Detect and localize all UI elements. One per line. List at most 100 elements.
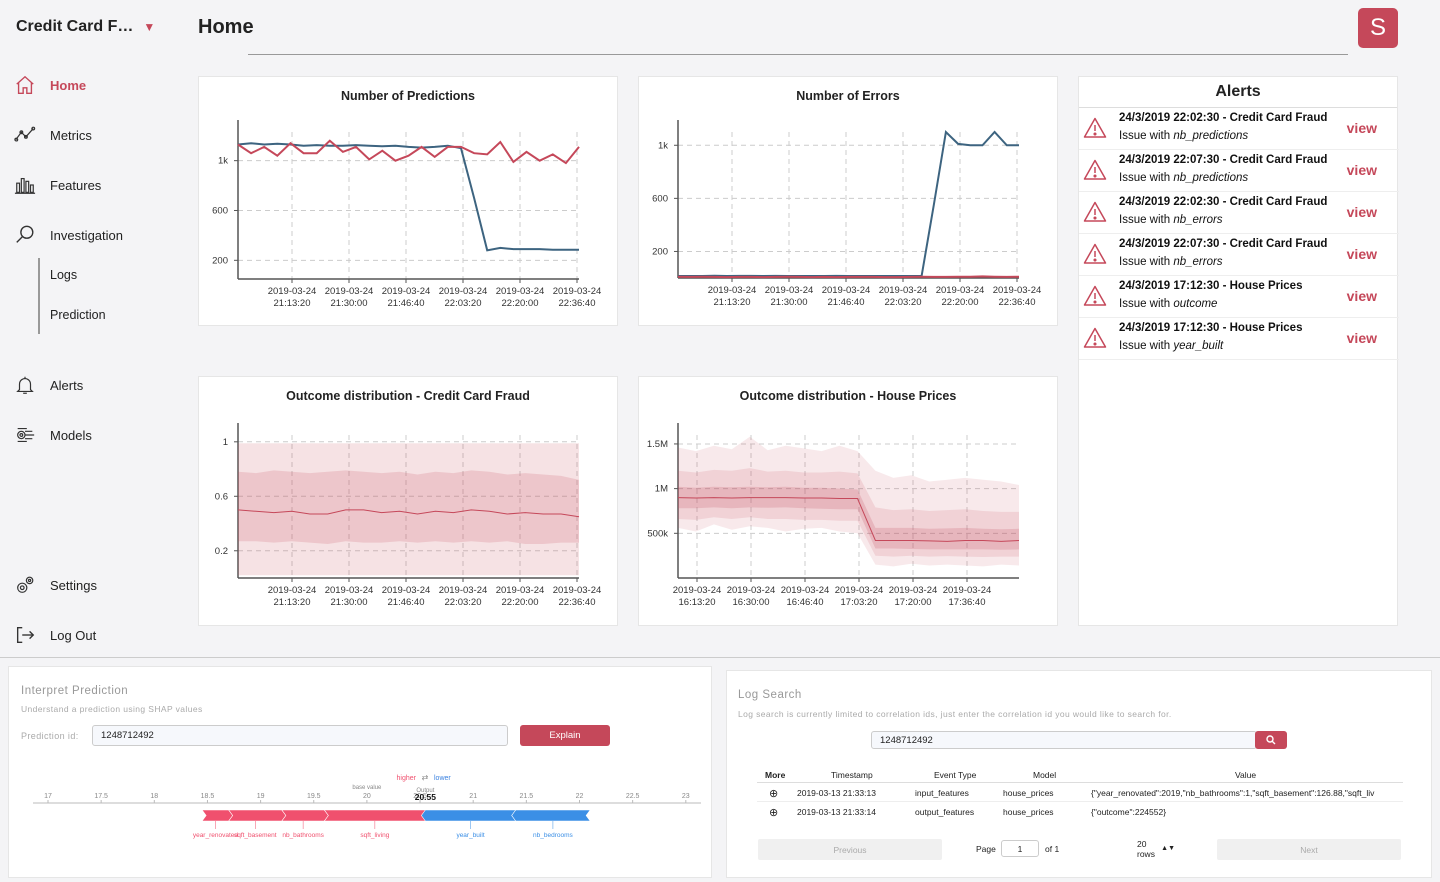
row-value: {"year_renovated":2019,"nb_bathrooms":1,… xyxy=(1091,788,1375,798)
base-value-label: base value xyxy=(352,785,382,791)
x-tick-label: 22:36:40 xyxy=(559,597,596,608)
explain-button[interactable]: Explain xyxy=(520,725,610,746)
row-event-type: input_features xyxy=(915,788,969,798)
panel-title: Interpret Prediction xyxy=(21,685,129,697)
sidebar-item-logs[interactable]: Logs xyxy=(50,268,78,282)
metrics-icon xyxy=(14,126,36,142)
rows-per-page-select[interactable]: 20 rows ▲▼ xyxy=(1129,839,1183,859)
app-title: Credit Card F… xyxy=(16,18,134,35)
alert-feature: outcome xyxy=(1173,298,1218,310)
view-alert-link[interactable]: view xyxy=(1346,330,1377,346)
shap-force-plot: 17 17.5 18 18.5 19 19.5 20 20.5 21 21.5 22 22.5 23 hi… xyxy=(33,773,701,839)
view-alert-link[interactable]: view xyxy=(1346,162,1377,178)
sidebar-item-logout[interactable]: Log Out xyxy=(14,620,184,650)
shap-segment xyxy=(323,809,430,822)
next-page-button[interactable]: Next xyxy=(1217,839,1401,860)
search-icon xyxy=(1266,735,1276,745)
x-tick-label: 2019-03-24 xyxy=(325,286,374,297)
panel-title: Log Search xyxy=(738,689,802,701)
sidebar-item-settings[interactable]: Settings xyxy=(14,570,184,600)
x-tick-label: 21:46:40 xyxy=(828,297,865,308)
x-tick-label: 2019-03-24 xyxy=(673,585,722,596)
x-tick-label: 22:03:20 xyxy=(445,298,482,309)
sidebar-item-metrics[interactable]: Metrics xyxy=(14,120,184,150)
page-number-input[interactable]: 1 xyxy=(1001,840,1039,857)
submenu-line xyxy=(38,258,40,334)
row-timestamp: 2019-03-13 21:33:13 xyxy=(797,788,876,798)
x-tick-label: 16:30:00 xyxy=(733,597,770,608)
alert-item: 24/3/2019 22:07:30 - Credit Card Fraud Is… xyxy=(1079,150,1399,192)
x-tick-label: 2019-03-24 xyxy=(496,286,545,297)
row-model: house_prices xyxy=(1003,788,1054,798)
x-tick-label: 21:30:00 xyxy=(331,298,368,309)
series-line-0 xyxy=(237,142,579,252)
bar-chart-icon xyxy=(14,177,36,194)
expand-row-icon[interactable]: ⊕ xyxy=(769,788,779,800)
x-tick-label: 21:13:20 xyxy=(714,297,751,308)
alert-description: Issue with nb_predictions xyxy=(1119,172,1248,184)
y-tick-label: 0.2 xyxy=(215,546,228,557)
shap-feature-label: sqft_basement xyxy=(234,832,277,839)
x-tick-label: 2019-03-24 xyxy=(879,285,928,296)
inner-band xyxy=(238,470,579,544)
column-header-timestamp: Timestamp xyxy=(831,770,873,780)
output-label: Output xyxy=(416,788,434,794)
series-line-0 xyxy=(678,129,1019,278)
alert-title: 24/3/2019 22:07:30 - Credit Card Fraud xyxy=(1119,238,1328,250)
x-tick-label: 2019-03-24 xyxy=(781,585,830,596)
shap-feature-label: sqft_living xyxy=(360,832,389,839)
sidebar-item-alerts[interactable]: Alerts xyxy=(14,370,184,400)
table-header-divider xyxy=(757,782,1403,783)
log-search-input[interactable]: 1248712492 xyxy=(871,731,1257,749)
alert-prefix: Issue with xyxy=(1119,256,1174,268)
sidebar-item-investigation[interactable]: Investigation xyxy=(14,220,184,250)
y-tick-label: 600 xyxy=(212,205,228,216)
panel-subtitle: Understand a prediction using SHAP value… xyxy=(21,704,203,714)
x-tick-label: 2019-03-24 xyxy=(382,286,431,297)
sidebar-item-label: Models xyxy=(50,427,92,443)
alert-title: 24/3/2019 22:07:30 - Credit Card Fraud xyxy=(1119,154,1328,166)
x-tick-label: 22:20:00 xyxy=(502,298,539,309)
sidebar-item-prediction[interactable]: Prediction xyxy=(50,308,106,322)
chart-title: Number of Errors xyxy=(796,89,900,103)
shap-segment xyxy=(511,809,591,822)
y-tick-label: 600 xyxy=(652,193,668,204)
x-tick-label: 2019-03-24 xyxy=(822,285,871,296)
y-tick-label: 1k xyxy=(218,156,228,167)
view-alert-link[interactable]: view xyxy=(1346,246,1377,262)
y-tick-label: 1 xyxy=(223,437,228,448)
median-line xyxy=(677,497,1020,542)
swap-arrows-icon: ⇄ xyxy=(422,773,429,782)
table-row: ⊕ 2019-03-13 21:33:13 input_features hou… xyxy=(757,784,1403,802)
shap-segment xyxy=(281,809,329,822)
expand-row-icon[interactable]: ⊕ xyxy=(769,807,779,819)
shap-feature-label: year_renovated xyxy=(193,832,239,839)
shap-tick-label: 18.5 xyxy=(201,793,215,800)
alert-item: 24/3/2019 17:12:30 - House Prices Issue w… xyxy=(1079,276,1399,318)
sidebar-item-home[interactable]: Home xyxy=(14,70,184,100)
prediction-id-input[interactable]: 1248712492 xyxy=(92,725,508,746)
view-alert-link[interactable]: view xyxy=(1346,120,1377,136)
alert-description: Issue with nb_predictions xyxy=(1119,130,1248,142)
x-tick-label: 22:03:20 xyxy=(445,597,482,608)
previous-page-button[interactable]: Previous xyxy=(758,839,942,860)
updown-icon: ▲▼ xyxy=(1161,845,1175,852)
sidebar-item-features[interactable]: Features xyxy=(14,170,184,200)
row-value: {"outcome":224552} xyxy=(1091,807,1167,817)
search-button[interactable] xyxy=(1255,731,1287,749)
sidebar-item-label: Log Out xyxy=(50,627,97,643)
shap-tick-label: 19.5 xyxy=(307,793,321,800)
view-alert-link[interactable]: view xyxy=(1346,204,1377,220)
column-header-event-type: Event Type xyxy=(934,770,977,780)
shap-feature-label: nb_bathrooms xyxy=(282,832,324,839)
alert-title: 24/3/2019 22:02:30 - Credit Card Fraud xyxy=(1119,112,1328,124)
app-switcher[interactable]: Credit Card F… ▼ xyxy=(16,18,155,36)
x-tick-label: 22:03:20 xyxy=(885,297,922,308)
view-alert-link[interactable]: view xyxy=(1346,288,1377,304)
page-count-label: of 1 xyxy=(1045,844,1060,854)
avatar[interactable]: S xyxy=(1358,8,1398,48)
y-tick-label: 1k xyxy=(658,140,668,151)
sidebar-item-models[interactable]: Models xyxy=(14,420,184,450)
alert-item: 24/3/2019 17:12:30 - House Prices Issue w… xyxy=(1079,318,1399,360)
section-divider xyxy=(0,657,1440,658)
